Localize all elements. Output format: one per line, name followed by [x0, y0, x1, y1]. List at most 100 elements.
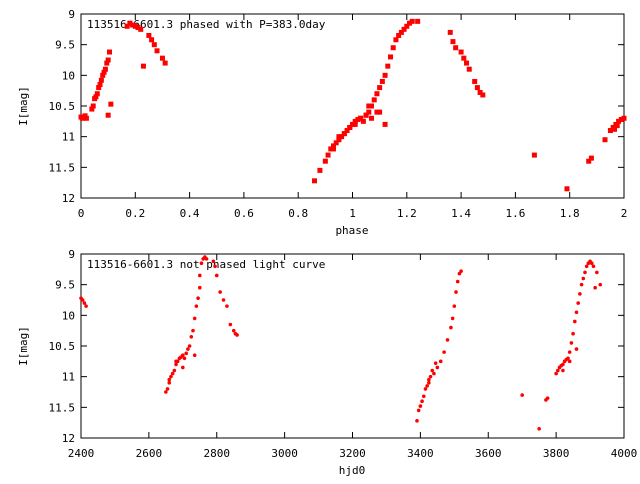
- light-curve-data-point: [591, 264, 596, 269]
- light-curve-data-point: [415, 419, 419, 423]
- phased-data-point: [363, 112, 369, 118]
- phased-data-point: [352, 121, 358, 127]
- phased-data-point: [401, 26, 407, 32]
- phased-data-point: [466, 66, 472, 72]
- phased-data-point: [531, 152, 537, 158]
- phased-data-point: [472, 78, 478, 84]
- phased-data-point: [339, 134, 345, 140]
- light-curve-x-tick-label: 2400: [68, 447, 95, 460]
- phased-data-point: [146, 32, 152, 38]
- phased-data-point: [322, 158, 328, 164]
- phased-data-point: [377, 109, 383, 115]
- light-curve-data-point: [420, 399, 424, 404]
- light-curve-data-point: [566, 356, 570, 361]
- light-curve-data-point: [213, 264, 217, 269]
- phased-data-point: [588, 155, 594, 161]
- phased-data-point: [108, 101, 114, 107]
- light-curve-x-tick-label: 3600: [475, 447, 502, 460]
- light-curve-data-point: [416, 408, 421, 413]
- phased-data-point: [616, 118, 622, 124]
- phased-data-point: [371, 97, 377, 103]
- phased-y-tick-label: 12: [62, 192, 75, 205]
- phased-data-point: [393, 37, 399, 43]
- light-curve-data-point: [174, 359, 178, 364]
- phased-data-point: [151, 42, 157, 48]
- light-curve-y-tick-label: 11: [62, 371, 75, 384]
- phased-data-point: [388, 54, 394, 60]
- phased-data-point: [374, 91, 380, 97]
- phased-data-point: [564, 186, 570, 192]
- light-curve-data-point: [427, 377, 431, 382]
- light-curve-data-point: [221, 298, 226, 302]
- light-curve-chart: 113516-6601.3 not phased light curve hjd…: [17, 248, 637, 477]
- light-curve-data-point: [430, 368, 435, 373]
- light-curve-y-tick-label: 11.5: [49, 401, 76, 414]
- phased-data-point: [135, 24, 141, 30]
- phased-data-point: [336, 134, 342, 140]
- light-curve-data-point: [167, 377, 172, 382]
- light-curve-data-point: [574, 310, 579, 315]
- phased-data-point: [138, 26, 144, 32]
- light-curve-data-point: [452, 304, 457, 308]
- light-curve-data-point: [520, 393, 524, 397]
- light-curve-data-point: [435, 365, 440, 370]
- light-curve-data-point: [449, 325, 453, 330]
- light-curve-data-point: [574, 347, 579, 351]
- phased-data-point: [586, 158, 592, 164]
- phased-data-point: [374, 109, 380, 115]
- light-curve-data-point: [172, 368, 177, 373]
- light-curve-data-point: [181, 353, 185, 358]
- phased-data-point: [101, 69, 107, 75]
- light-curve-data-point: [545, 396, 550, 400]
- phased-data-point: [447, 29, 453, 35]
- light-curve-x-tick-label: 2800: [204, 447, 231, 460]
- light-curve-data-point: [569, 341, 574, 345]
- light-curve-data-point: [427, 381, 431, 385]
- phased-data-point: [621, 115, 627, 121]
- light-curve-data-point: [428, 374, 433, 379]
- light-curve-data-point: [164, 390, 168, 394]
- phased-data-point: [90, 103, 96, 109]
- phased-x-tick-label: 0.4: [180, 207, 200, 220]
- light-curve-data-point: [438, 359, 443, 364]
- light-curve-data-point: [189, 335, 194, 339]
- phased-data-point: [358, 115, 364, 121]
- light-curve-y-tick-label: 9.5: [55, 279, 75, 292]
- light-curve-data-point: [170, 371, 175, 376]
- light-curve-plot-frame: [80, 253, 625, 439]
- light-curve-data-point: [598, 282, 603, 287]
- phased-data-point: [618, 116, 624, 122]
- light-curve-data-point: [593, 285, 597, 290]
- light-curve-data-point: [454, 290, 458, 294]
- light-curve-data-point: [433, 361, 438, 365]
- phased-data-point: [328, 146, 334, 152]
- light-curve-data-point: [235, 333, 239, 337]
- phased-data-point: [379, 78, 385, 84]
- light-curve-data-point: [579, 282, 584, 287]
- light-curve-data-point: [459, 269, 463, 273]
- light-curve-data-point: [571, 331, 575, 336]
- light-curve-y-tick-label: 12: [62, 432, 75, 445]
- phased-data-point: [325, 152, 331, 158]
- light-curve-data-point: [182, 356, 187, 361]
- phased-x-tick-label: 0.2: [125, 207, 145, 220]
- phased-data-point: [159, 55, 165, 61]
- phased-data-point: [602, 137, 608, 143]
- light-curve-y-tick-label: 10: [62, 309, 75, 322]
- phased-data-point: [385, 63, 391, 69]
- phased-data-point: [382, 121, 388, 127]
- light-curve-x-tick-label: 3800: [543, 447, 570, 460]
- phased-data-point: [347, 124, 353, 130]
- light-curve-data-point: [561, 362, 565, 367]
- phased-data-point: [407, 20, 413, 26]
- light-curve-data-point: [455, 279, 460, 284]
- light-curve-data-point: [561, 368, 565, 373]
- phased-y-tick-label: 9: [68, 8, 75, 21]
- light-curve-data-point: [450, 316, 455, 321]
- phased-data-point: [360, 118, 366, 124]
- phased-axis-ticks: 0 0.2 0.4 0.6 0.8 1 1.2 1.4 1.6 1.8 2 9 9.5 10 10.5 11 1…: [49, 8, 628, 220]
- light-curve-axis-ticks: 2400 2600 2800 3000 3200 3400 3600 3800 4000 9 9.5…: [49, 248, 638, 460]
- phased-data-point: [105, 112, 111, 118]
- phased-data-point: [93, 94, 99, 100]
